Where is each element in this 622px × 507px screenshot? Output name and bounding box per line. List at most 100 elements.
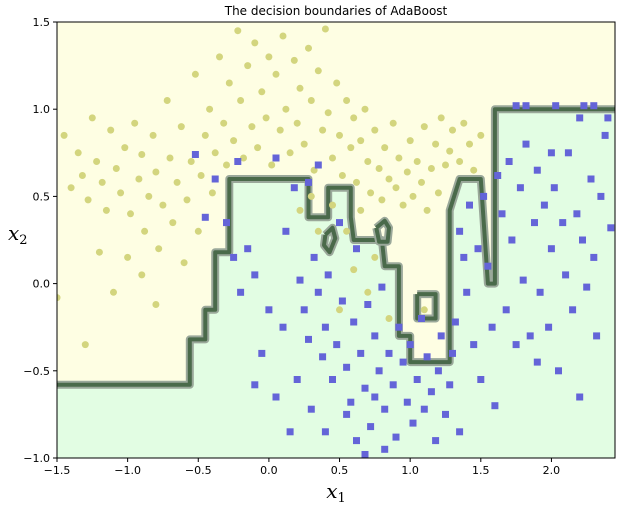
class-0-point (237, 97, 245, 104)
class-1-point (413, 376, 421, 383)
class-0-point (319, 126, 327, 134)
class-0-point (449, 126, 456, 134)
class-1-point (456, 428, 464, 436)
class-0-point (357, 137, 365, 145)
class-0-point (138, 151, 146, 158)
class-1-point (590, 253, 598, 261)
class-0-point (81, 341, 89, 349)
class-1-point (364, 301, 372, 308)
class-0-point (434, 189, 442, 197)
x-axis-ticks: −1.5 −1.0 −0.5 0.0 0.5 1.0 1.5 2.0 (44, 458, 561, 477)
class-0-point (78, 172, 86, 179)
class-1-point (403, 398, 411, 406)
class-1-point (230, 253, 238, 261)
class-0-point (110, 288, 117, 296)
class-1-point (531, 219, 538, 227)
class-0-point (223, 161, 230, 169)
class-1-point (576, 393, 584, 401)
class-1-points (191, 102, 615, 458)
class-0-point (183, 196, 191, 204)
class-1-point (353, 245, 360, 253)
class-0-point (268, 161, 276, 169)
class-1-point (251, 381, 259, 389)
class-0-point (197, 172, 205, 179)
class-1-point (569, 306, 577, 314)
class-0-point (117, 189, 125, 197)
class-0-point (385, 175, 393, 183)
class-0-point (375, 165, 383, 172)
class-1-point (237, 288, 245, 296)
class-1-point (406, 341, 414, 349)
class-1-point (420, 405, 428, 413)
class-1-point (324, 271, 332, 279)
x-tick-label: 0.0 (260, 464, 278, 477)
class-0-point (296, 206, 304, 214)
class-0-point (102, 206, 110, 214)
class-0-point (361, 105, 369, 113)
class-0-point (169, 219, 177, 227)
y-tick-label: 1.0 (33, 103, 51, 116)
class-0-point (343, 227, 351, 235)
boundary-line-2 (322, 225, 338, 255)
class-0-point (329, 201, 336, 209)
y-axis-label-base: x (8, 221, 19, 245)
class-0-point (371, 253, 379, 261)
class-0-point (470, 166, 478, 174)
class-1-point (579, 236, 586, 244)
class-1-point (201, 213, 209, 221)
class-1-point (451, 318, 459, 326)
class-0-point (211, 149, 219, 157)
class-0-point (248, 123, 256, 131)
class-1-point (272, 393, 280, 401)
class-0-point (206, 105, 214, 113)
class-1-point (307, 405, 315, 413)
class-1-point (338, 297, 346, 305)
class-1-point (545, 323, 553, 331)
y-axis-ticks: −1.0 −0.5 0.0 0.5 1.0 1.5 (23, 16, 57, 465)
class-1-point (573, 210, 581, 218)
class-0-point (131, 119, 139, 127)
class-0-point (230, 137, 238, 145)
class-0-point (385, 315, 393, 322)
class-0-point (177, 123, 185, 131)
class-1-point (357, 349, 365, 357)
class-0-point (333, 79, 341, 87)
class-0-point (357, 206, 365, 214)
class-1-point (343, 363, 351, 371)
class-0-point (367, 189, 375, 197)
class-1-point (321, 428, 329, 436)
class-1-point (371, 393, 379, 401)
class-0-point (121, 144, 129, 152)
class-0-point (159, 201, 167, 209)
class-0-point (112, 165, 120, 172)
class-0-point (381, 144, 389, 152)
class-1-point (593, 332, 601, 340)
decision-boundary (57, 105, 615, 389)
class-1-point (300, 306, 308, 314)
class-1-point (484, 262, 492, 270)
x-tick-label: −0.5 (185, 464, 212, 477)
class-0-point (279, 32, 287, 40)
class-0-point (265, 53, 273, 61)
class-0-point (95, 248, 103, 256)
class-1-point (265, 306, 273, 314)
class-0-point (395, 154, 403, 162)
class-0-point (88, 114, 96, 122)
class-0-point (234, 27, 242, 35)
class-0-point (321, 25, 329, 33)
class-0-point (173, 178, 181, 186)
class-0-point (307, 97, 315, 104)
class-1-point (474, 245, 482, 253)
class-0-point (432, 140, 440, 148)
class-1-point (512, 102, 520, 110)
x-tick-label: 2.0 (543, 464, 561, 477)
class-0-point (216, 53, 223, 61)
class-1-point (381, 445, 389, 453)
class-1-point (385, 349, 393, 357)
class-0-point (307, 192, 315, 200)
x-tick-label: 1.5 (472, 464, 490, 477)
class-1-point (597, 192, 605, 200)
class-1-point (395, 323, 403, 331)
class-1-point (540, 201, 548, 209)
class-0-point (194, 227, 202, 235)
